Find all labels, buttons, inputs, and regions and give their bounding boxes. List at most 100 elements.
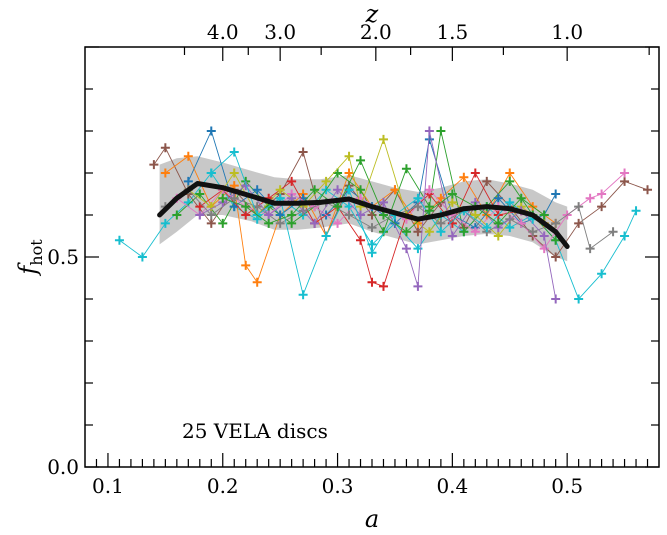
data-point [505, 197, 515, 207]
data-point [183, 151, 193, 161]
data-point [378, 281, 388, 291]
data-point [574, 294, 584, 304]
data-point [229, 202, 239, 212]
top-tick-label: 1.0 [551, 20, 583, 44]
data-point [160, 143, 170, 153]
data-point [195, 202, 205, 212]
top-axis-label: z [365, 0, 379, 28]
data-point [241, 210, 251, 220]
y-axis-label: fhot [14, 239, 46, 277]
data-point [229, 193, 239, 203]
data-point [574, 202, 584, 212]
data-point [206, 168, 216, 178]
data-point [229, 147, 239, 157]
data-point [172, 210, 182, 220]
data-point [505, 176, 515, 186]
series-11 [206, 147, 538, 300]
data-point [298, 147, 308, 157]
data-point [344, 202, 354, 212]
data-point [424, 227, 434, 237]
data-point [401, 227, 411, 237]
data-point [413, 281, 423, 291]
data-point [436, 126, 446, 136]
data-point [275, 185, 285, 195]
data-point [424, 126, 434, 136]
data-point [597, 269, 607, 279]
data-point [252, 277, 262, 287]
data-point [149, 160, 159, 170]
data-point [470, 168, 480, 178]
data-point [482, 176, 492, 186]
data-point [241, 202, 251, 212]
data-point [367, 223, 377, 233]
data-point [470, 210, 480, 220]
data-point [574, 218, 584, 228]
data-point [447, 197, 457, 207]
data-point [620, 168, 630, 178]
x-tick-label: 0.1 [92, 474, 124, 498]
data-point [597, 189, 607, 199]
data-point [551, 218, 561, 228]
data-point [287, 176, 297, 186]
top-tick-label: 4.0 [207, 20, 239, 44]
data-point [287, 218, 297, 228]
x-tick-label: 0.5 [551, 474, 583, 498]
data-point [493, 218, 503, 228]
data-point [367, 248, 377, 258]
data-point [551, 252, 561, 262]
top-tick-label: 2.0 [360, 20, 392, 44]
annotation-label: 25 VELA discs [182, 419, 328, 443]
data-point [310, 185, 320, 195]
data-point [344, 151, 354, 161]
uncertainty-band [159, 156, 568, 262]
data-point [333, 202, 343, 212]
data-point [264, 218, 274, 228]
data-point [344, 168, 354, 178]
mean-curve [157, 181, 570, 249]
data-point [413, 227, 423, 237]
x-tick-label: 0.4 [436, 474, 468, 498]
data-point [539, 231, 549, 241]
data-point [447, 189, 457, 199]
series-12 [218, 155, 549, 237]
data-point [206, 210, 216, 220]
data-point [114, 235, 124, 245]
y-tick-label: 0.0 [47, 455, 79, 479]
data-point [344, 210, 354, 220]
data-point [551, 235, 561, 245]
mean-curve-layer [157, 181, 570, 249]
data-point [424, 206, 434, 216]
data-point [356, 155, 366, 165]
data-point [516, 193, 526, 203]
data-point [321, 231, 331, 241]
data-point [183, 197, 193, 207]
data-point [493, 231, 503, 241]
data-point [447, 231, 457, 241]
data-point [551, 294, 561, 304]
data-point [528, 227, 538, 237]
data-point [252, 185, 262, 195]
data-point [585, 244, 595, 254]
data-point [298, 290, 308, 300]
data-point [206, 126, 216, 136]
data-point [367, 277, 377, 287]
data-point [459, 227, 469, 237]
data-point [459, 172, 469, 182]
data-point [401, 164, 411, 174]
top-tick-label: 3.0 [264, 20, 296, 44]
data-point [413, 202, 423, 212]
data-point [551, 189, 561, 199]
data-point [333, 168, 343, 178]
x-tick-label: 0.2 [207, 474, 239, 498]
data-point [505, 223, 515, 233]
data-point [333, 218, 343, 228]
y-axis-label-sub: hot [27, 239, 46, 266]
data-point [356, 210, 366, 220]
data-point [356, 235, 366, 245]
data-point [620, 231, 630, 241]
data-point [597, 202, 607, 212]
data-point [241, 260, 251, 270]
data-point [413, 193, 423, 203]
data-point [378, 134, 388, 144]
